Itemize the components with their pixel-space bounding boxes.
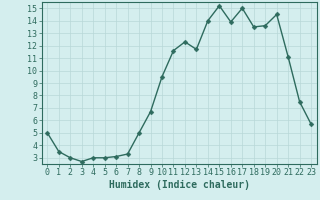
X-axis label: Humidex (Indice chaleur): Humidex (Indice chaleur) [109, 180, 250, 190]
